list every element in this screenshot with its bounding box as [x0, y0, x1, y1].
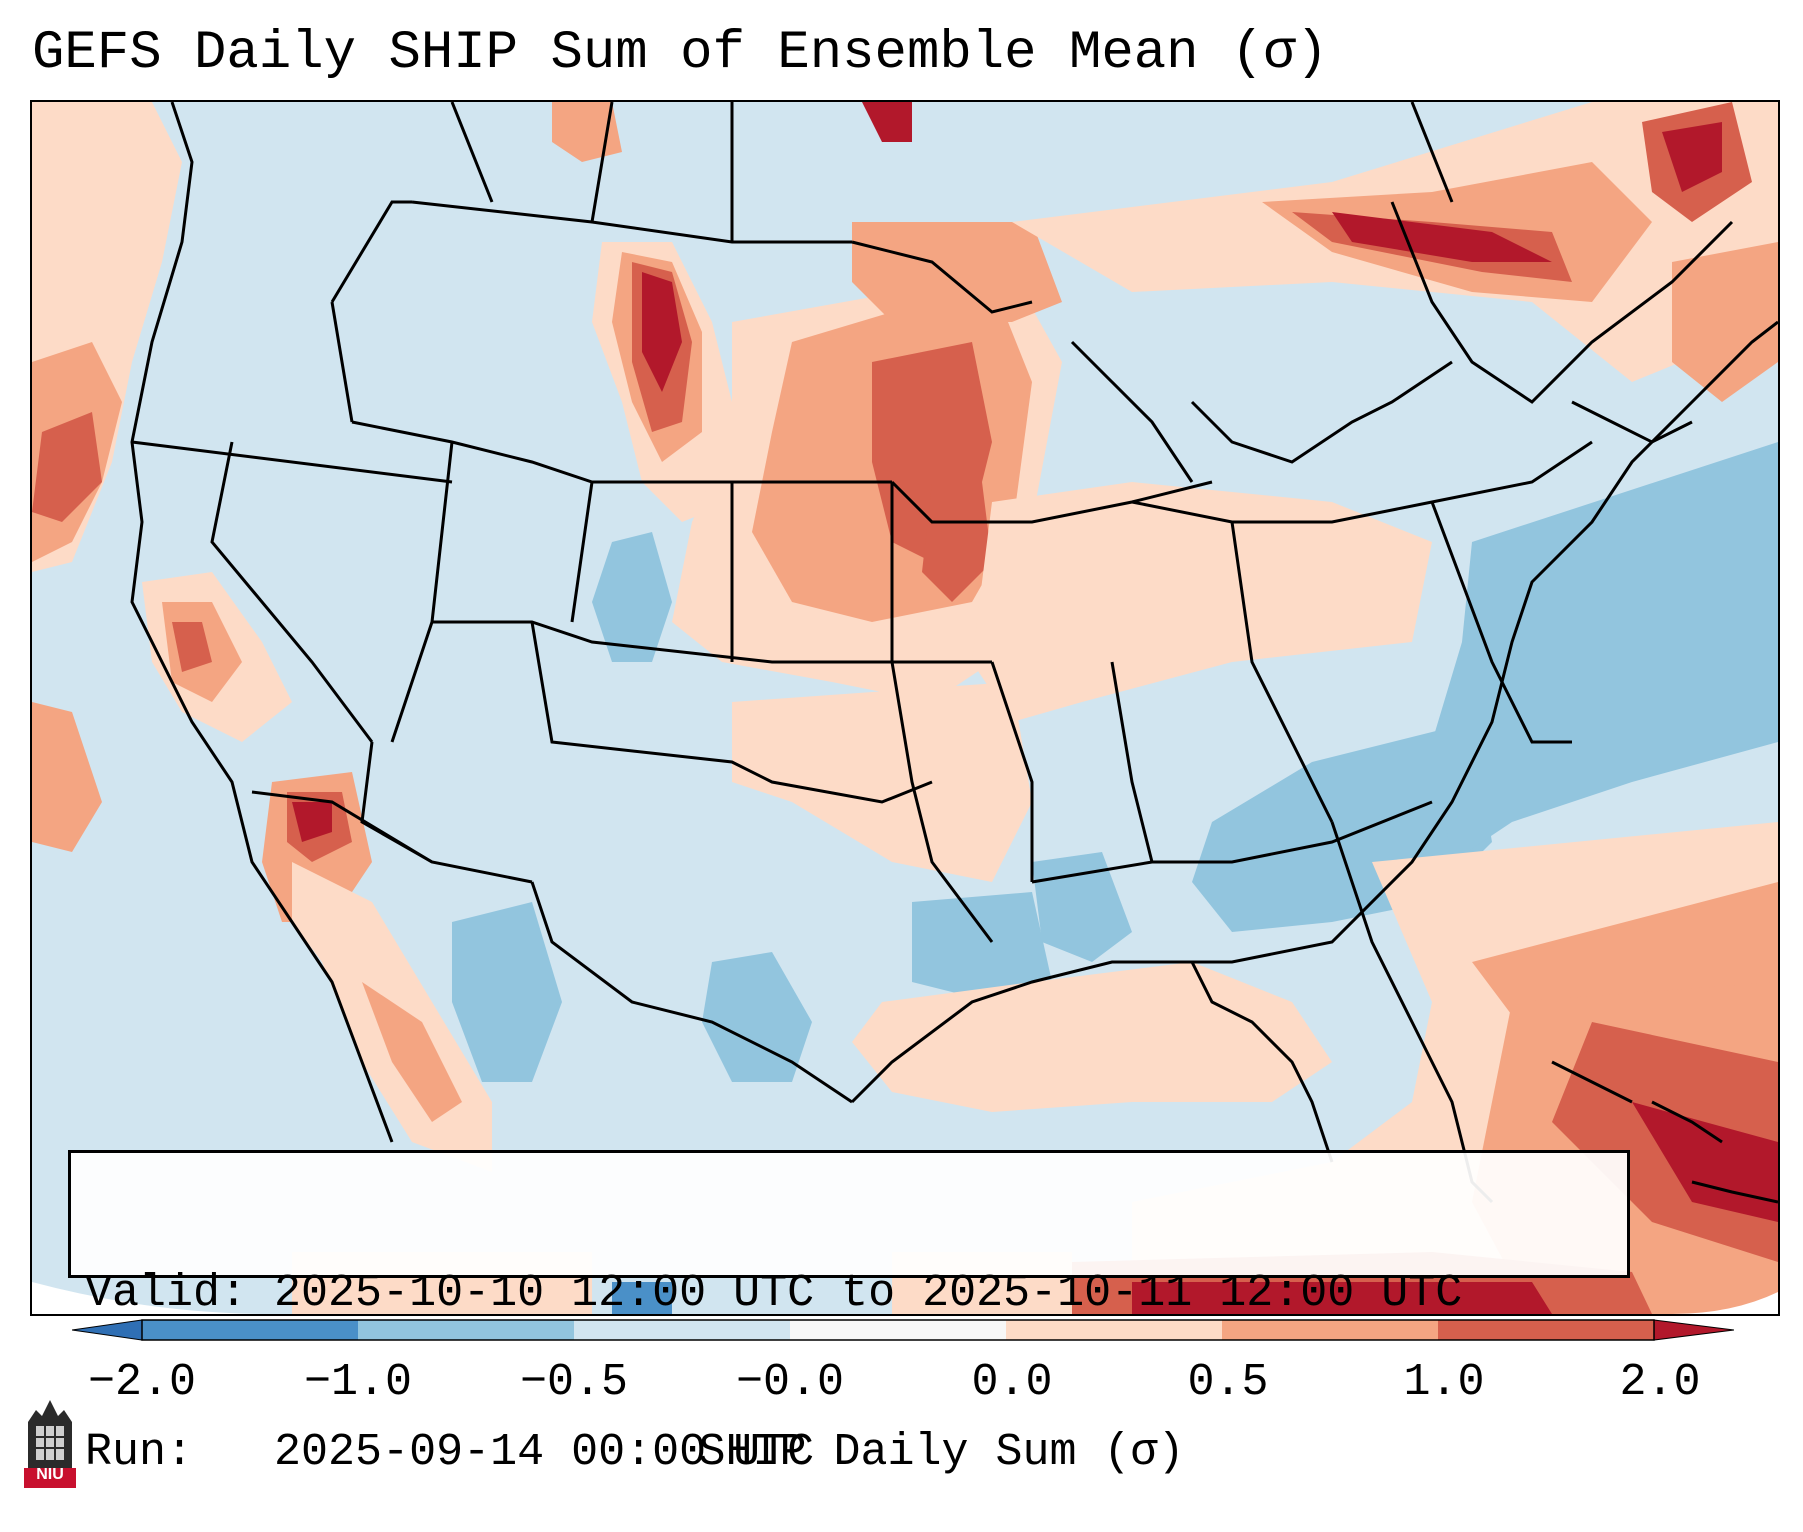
- projection-edge: [32, 1282, 272, 1314]
- colorbar-bin-under: [72, 1319, 143, 1341]
- colorbar-label: SHIP Daily Sum (σ): [698, 1427, 1185, 1478]
- colorbar-bin-5: [1006, 1320, 1222, 1340]
- colorbar-tick: 2.0: [1619, 1357, 1701, 1408]
- colorbar-bin-4: [790, 1320, 1006, 1340]
- colorbar-bin-2: [358, 1320, 574, 1340]
- positive-anomaly-plains: [552, 102, 1062, 702]
- valid-row: Valid: 2025-10-10 12:00 UTC to 2025-10-1…: [85, 1267, 1613, 1320]
- positive-anomaly-northern-rockies: [592, 242, 732, 522]
- colorbar-outline: [141, 1319, 1655, 1341]
- niu-logo-icon: NIU: [22, 1392, 78, 1488]
- colorbar-tick: −1.0: [303, 1357, 413, 1408]
- colorbar-tick: −0.0: [735, 1357, 845, 1408]
- validity-info-box: Valid: 2025-10-10 12:00 UTC to 2025-10-1…: [68, 1150, 1630, 1478]
- colorbar-bin-7: [1438, 1320, 1654, 1340]
- colorbar-tick: 1.0: [1403, 1357, 1485, 1408]
- valid-label: Valid:: [85, 1268, 248, 1319]
- map-panel: [30, 100, 1780, 1316]
- colorbar-tick: −0.5: [519, 1357, 629, 1408]
- colorbar-tick: 0.5: [1187, 1357, 1269, 1408]
- positive-anomaly-pacific: [32, 102, 182, 852]
- caribbean-islands: [1551, 1060, 1778, 1204]
- positive-anomaly-midwest: [732, 482, 1432, 882]
- valid-value: 2025-10-10 12:00 UTC to 2025-10-11 12:00…: [274, 1268, 1463, 1319]
- chart-title: GEFS Daily SHIP Sum of Ensemble Mean (σ): [32, 23, 1329, 84]
- run-label: Run:: [85, 1427, 194, 1478]
- shaded-map: [32, 102, 1778, 1314]
- niu-logo-graphic: [24, 1400, 76, 1488]
- colorbar-bin-3: [574, 1320, 790, 1340]
- positive-anomaly-northeast: [1012, 102, 1778, 402]
- colorbar-tick: 0.0: [971, 1357, 1053, 1408]
- run-value: 2025-09-14 00:00 UTC: [274, 1427, 815, 1478]
- positive-anomaly-california: [142, 572, 492, 1172]
- projection-edge-right: [1672, 1292, 1778, 1314]
- colorbar: [72, 1319, 1734, 1341]
- colorbar-bin-1: [142, 1320, 358, 1340]
- colorbar-bin-over: [1653, 1319, 1734, 1341]
- run-row: Run: 2025-09-14 00:00 UTC: [85, 1426, 1613, 1479]
- logo-text: NIU: [36, 1466, 64, 1483]
- colorbar-bin-6: [1222, 1320, 1438, 1340]
- colorbar-tick: −2.0: [87, 1357, 197, 1408]
